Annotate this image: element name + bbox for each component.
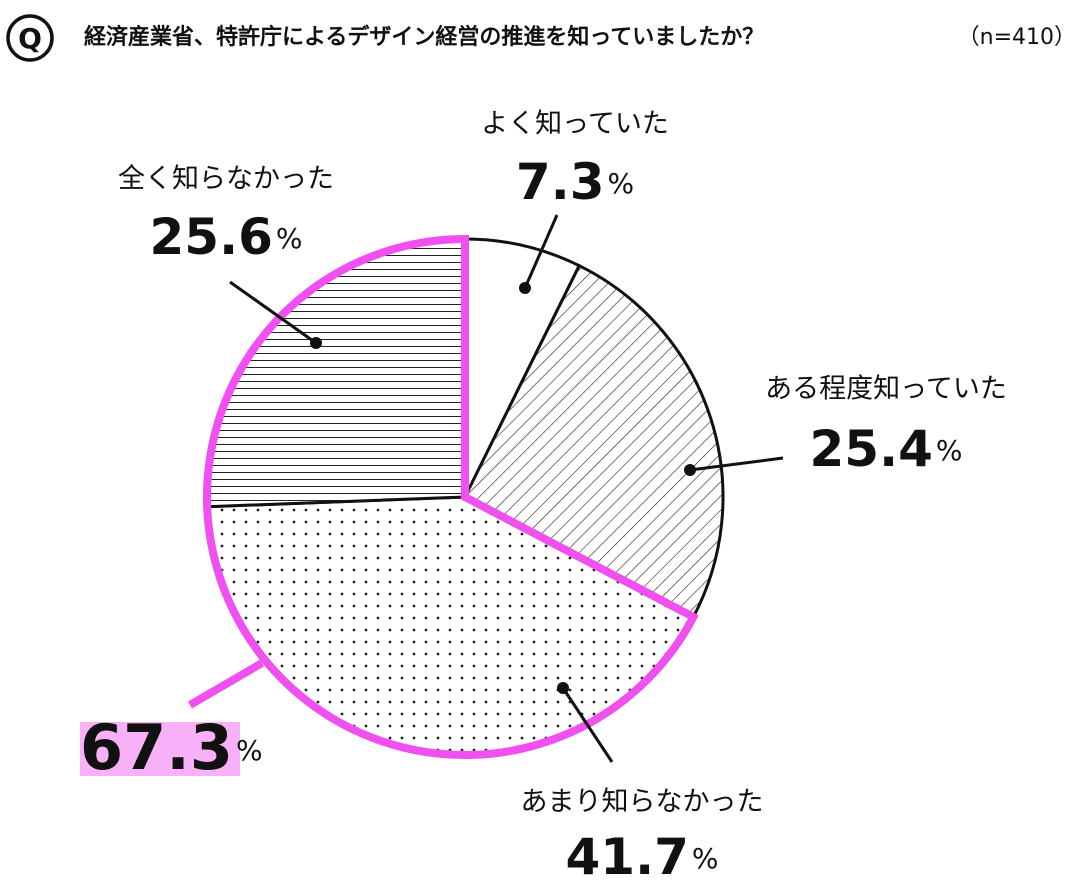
badge: Q	[18, 22, 42, 55]
unit: %	[692, 842, 719, 875]
value: 25.6	[150, 208, 273, 266]
value: 67.3	[80, 711, 233, 784]
leader-dot	[519, 282, 531, 294]
unit: %	[607, 167, 634, 200]
leader-line	[561, 687, 614, 763]
unit: %	[936, 434, 963, 467]
subtitle: （n=410）	[958, 25, 1076, 50]
slice-label: よく知っていた	[481, 109, 669, 140]
value-label: 25.6%	[150, 208, 303, 266]
value: 25.4	[810, 420, 933, 478]
value: 7.3	[516, 153, 605, 211]
highlight-leader	[187, 659, 265, 709]
leader-dot	[557, 682, 569, 694]
slice-label: 全く知らなかった	[118, 164, 334, 195]
leader-dot	[684, 464, 696, 476]
highlight-outline	[203, 234, 699, 759]
value-label: 7.3%	[516, 153, 634, 211]
leader-line	[689, 456, 784, 472]
leader-line	[523, 214, 559, 289]
value-label: 25.4%	[810, 420, 963, 478]
highlight-box	[80, 722, 240, 776]
slice-label: あまり知らなかった	[521, 787, 764, 818]
unit: %	[276, 222, 303, 255]
slice-label: ある程度知っていた	[765, 374, 1007, 405]
slice	[205, 237, 467, 509]
value: 41.7	[566, 828, 689, 886]
chart-title: 経済産業省、特許庁によるデザイン経営の推進を知っていましたか？	[84, 24, 764, 50]
badge-circle	[6, 14, 54, 62]
value-label: 41.7%	[566, 828, 719, 886]
leader-dot	[310, 337, 322, 349]
unit: %	[236, 734, 263, 767]
leader-line	[229, 280, 317, 345]
highlight-value: 67.3%	[80, 711, 263, 784]
